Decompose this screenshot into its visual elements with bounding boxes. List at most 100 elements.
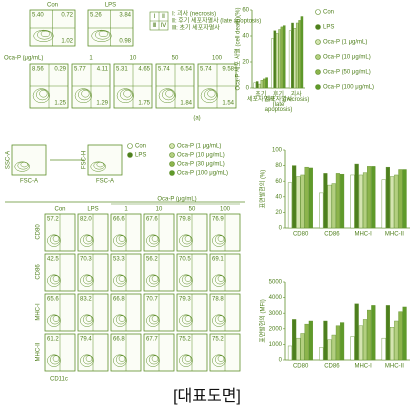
bar — [385, 305, 390, 361]
contour — [95, 30, 110, 40]
bar — [298, 20, 301, 89]
contour — [118, 315, 126, 322]
bar — [340, 322, 345, 361]
contour — [78, 89, 91, 101]
contour — [184, 315, 192, 322]
contour — [80, 314, 94, 327]
y-axis-label: Oca-P 세포 사멸 (cell death)(%) — [234, 8, 242, 91]
contour — [85, 275, 93, 282]
plot-title: 1 — [89, 56, 93, 62]
gating-label: FSC-A — [20, 179, 38, 185]
contour — [113, 234, 127, 247]
y-tick-label: 1000 — [269, 342, 283, 348]
y-tick-label: 4000 — [269, 295, 283, 301]
quadrant-value: 8.56 — [32, 67, 44, 73]
bar — [323, 173, 328, 229]
contour — [113, 274, 127, 287]
y-tick-label: 80 — [275, 163, 282, 169]
quadrant-value: 5.31 — [116, 67, 128, 73]
quadrant-value: 1.75 — [138, 101, 150, 107]
bar — [402, 306, 407, 361]
quadrant-numeral: Ⅰ — [154, 14, 156, 20]
bar — [308, 167, 313, 229]
gate-percent: 66.8 — [113, 337, 125, 343]
contour — [120, 89, 133, 101]
bar — [354, 163, 359, 229]
bar — [394, 174, 399, 229]
row-marker: CD86 — [36, 264, 42, 280]
bar — [335, 325, 340, 361]
bar — [390, 327, 395, 361]
gate-percent: 76.9 — [212, 217, 224, 223]
bar — [371, 166, 376, 229]
contour — [146, 274, 160, 287]
y-tick-label: 2000 — [269, 326, 283, 332]
contour — [179, 354, 193, 367]
contour — [37, 30, 52, 40]
category-label: MHC-I — [354, 364, 372, 370]
bar — [283, 25, 286, 89]
legend-label: LPS — [135, 153, 146, 159]
quadrant-value: 4.65 — [138, 67, 150, 73]
bar — [296, 337, 301, 361]
gate-percent: 78.8 — [212, 297, 224, 303]
contour — [184, 235, 192, 242]
bar — [327, 339, 332, 361]
legend-label: Oca-P (100 μg/mL) — [177, 171, 228, 177]
contour — [118, 355, 126, 362]
contour — [158, 88, 177, 103]
bar — [300, 16, 304, 89]
bar — [293, 28, 297, 89]
category-label: MHC-I — [354, 232, 372, 238]
contour — [184, 355, 192, 362]
row-marker: MHC-II — [36, 342, 42, 361]
row-marker: MHC-I — [36, 303, 42, 321]
quadrant-value: 1.29 — [96, 101, 108, 107]
contour — [179, 274, 193, 287]
contour — [40, 30, 51, 38]
legend-swatch — [315, 24, 321, 30]
category-label: CD86 — [324, 364, 340, 370]
y-tick-label: 20 — [242, 60, 249, 66]
bar — [331, 183, 336, 229]
gate-percent: 75.2 — [179, 337, 191, 343]
bar — [402, 169, 407, 229]
quadrant-legend: Ⅱ: 후기 세포자멸사 (late apoptosis) — [172, 17, 261, 25]
legend-label: Oca-P (10 μg/mL) — [323, 55, 371, 61]
bar — [394, 320, 399, 361]
contour — [91, 29, 112, 42]
panel-label: (a) — [193, 116, 200, 122]
contour — [212, 274, 226, 287]
contour — [146, 354, 160, 367]
contour — [212, 314, 226, 327]
bar — [381, 179, 386, 229]
contour — [113, 354, 127, 367]
bar — [287, 345, 293, 361]
legend-label: Oca-P (100 μg/mL) — [323, 85, 374, 91]
caption: [대표도면] — [173, 387, 241, 405]
plot-title: 100 — [212, 56, 223, 62]
gating-label: SSC-A — [6, 151, 12, 169]
contour — [47, 234, 61, 247]
bar — [308, 320, 313, 361]
contour — [204, 89, 217, 101]
contour — [217, 275, 225, 282]
contour — [47, 354, 61, 367]
bar — [340, 173, 345, 229]
contour — [52, 315, 60, 322]
bar — [275, 33, 279, 89]
contour — [118, 275, 126, 282]
bar — [253, 82, 257, 89]
gate-percent: 66.6 — [113, 217, 125, 223]
bar — [300, 174, 305, 229]
plot-title: Con — [47, 3, 58, 9]
contour — [151, 355, 159, 362]
quadrant-value: 5.40 — [32, 13, 44, 19]
quadrant-value: 6.54 — [180, 67, 192, 73]
y-axis-label: 표면발현의 (MFI) — [259, 299, 267, 343]
bar — [288, 30, 292, 89]
gate-percent: 56.2 — [146, 257, 158, 263]
bar — [323, 320, 328, 361]
legend-label: Con — [323, 10, 334, 16]
quadrant-value: 9.58 — [222, 67, 234, 73]
